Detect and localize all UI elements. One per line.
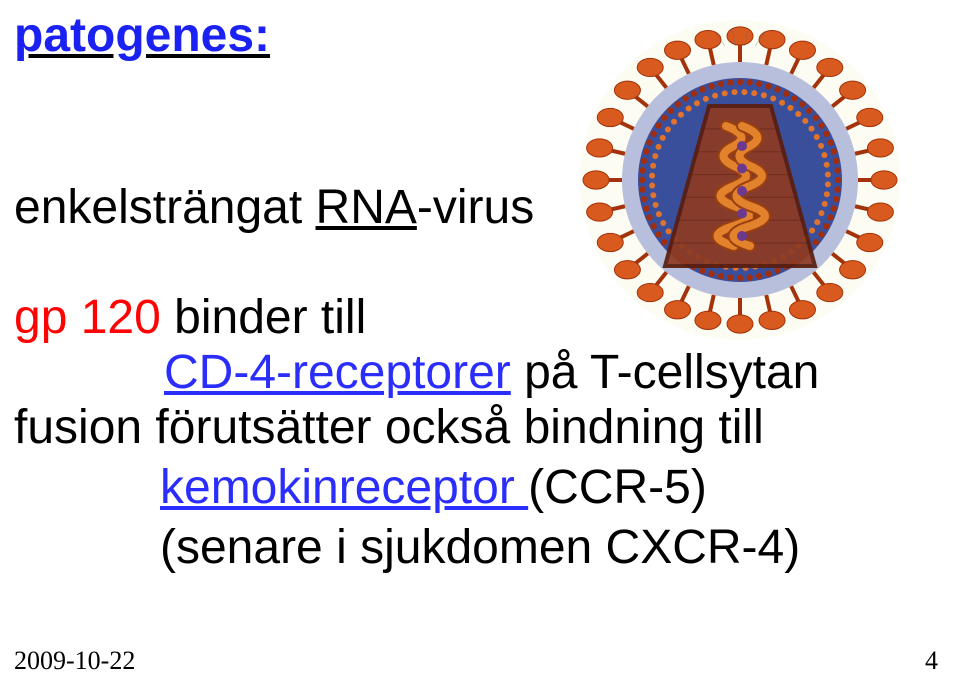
text-pa-tcellsytan: på T-cellsytan	[511, 346, 820, 399]
line-enkelstrangat: enkelsträngat RNA-virus	[14, 180, 534, 235]
cd4-receptorer: CD-4-receptorer	[164, 346, 511, 399]
text-post: -virus	[417, 181, 534, 234]
line-gp120: gp 120 binder till CD-4-receptorer på T-…	[14, 290, 819, 400]
ccr5: (CCR-5)	[528, 461, 707, 514]
kemokinreceptor: kemokinreceptor	[160, 461, 528, 514]
line-senare: (senare i sjukdomen CXCR-4)	[160, 520, 800, 575]
text-rna-underlined: RNA	[316, 181, 417, 234]
title-text: patogenes:	[14, 9, 270, 62]
page-title: patogenes:	[14, 8, 270, 63]
line-kemokinreceptor: kemokinreceptor (CCR-5)	[160, 460, 707, 515]
text-binder-till: binder till	[161, 291, 366, 344]
gp120-red: gp 120	[14, 291, 161, 344]
footer-page-number: 4	[925, 646, 938, 676]
line-fusion: fusion förutsätter också bindning till	[14, 400, 764, 455]
senare-text: (senare i sjukdomen CXCR-4)	[160, 521, 800, 574]
text-pre: enkelsträngat	[14, 181, 316, 234]
footer-date: 2009-10-22	[14, 646, 135, 676]
fusion-text: fusion förutsätter också bindning till	[14, 401, 764, 454]
